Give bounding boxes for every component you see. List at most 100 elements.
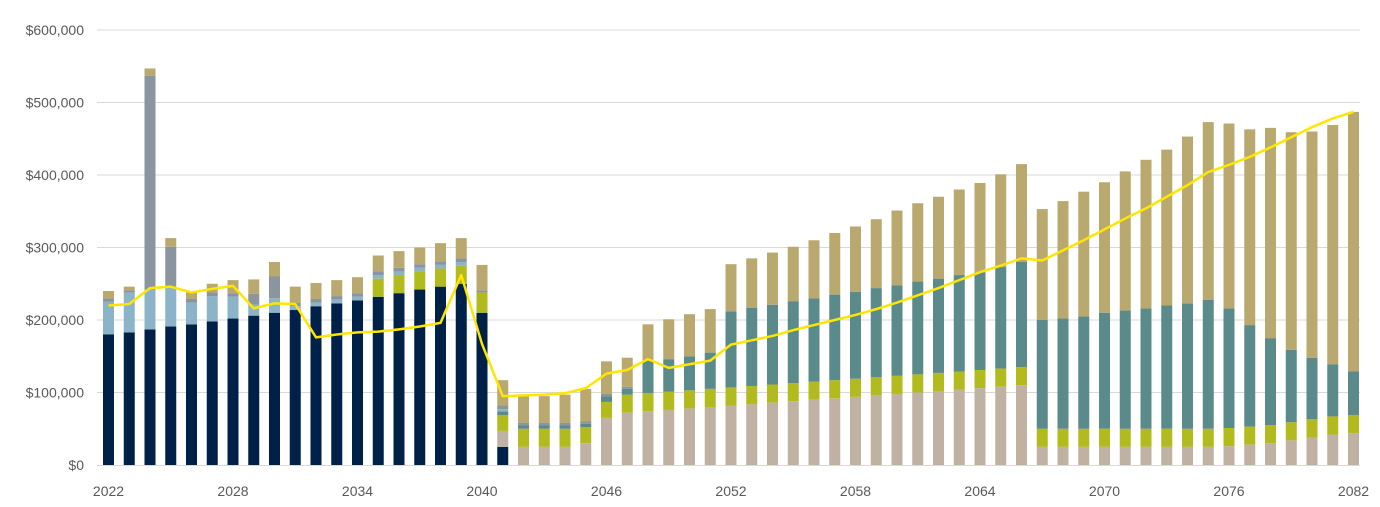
- bar-segment: [1202, 428, 1214, 447]
- bar-segment: [1182, 446, 1193, 465]
- bar-segment: [144, 289, 156, 330]
- bar-segment: [1057, 428, 1069, 447]
- bar-segment: [621, 394, 633, 413]
- bar-segment: [601, 417, 612, 465]
- bar-segment: [414, 264, 426, 268]
- bar-segment: [746, 404, 758, 465]
- bar-segment: [870, 219, 882, 289]
- bar-segment: [1327, 434, 1339, 465]
- bar-segment: [1348, 111, 1359, 372]
- bar-segment: [829, 233, 841, 295]
- bar-segment: [331, 299, 343, 304]
- bar-segment: [393, 251, 405, 268]
- bar-segment: [642, 324, 654, 361]
- bar-segment: [746, 258, 758, 308]
- bar-segment: [1265, 425, 1276, 444]
- bar-segment: [1161, 446, 1173, 465]
- bar-segment: [974, 182, 986, 273]
- bar-segment: [559, 428, 571, 447]
- bar-segment: [746, 307, 758, 386]
- bar-segment: [559, 446, 571, 465]
- bar-segment: [684, 356, 695, 391]
- bar-segment: [1119, 446, 1131, 465]
- bar-segment: [414, 271, 426, 290]
- bar-segment: [186, 302, 197, 325]
- bar-segment: [933, 372, 944, 392]
- bar-segment: [372, 296, 384, 465]
- y-tick-label: $400,000: [26, 167, 85, 183]
- bar-segment: [414, 289, 426, 465]
- x-tick-label: 2064: [964, 483, 995, 499]
- bar-segment: [144, 329, 156, 465]
- bar-segment: [538, 396, 550, 423]
- bar-segment: [580, 427, 592, 444]
- x-tick-label: 2028: [217, 483, 248, 499]
- bar-segment: [497, 409, 509, 412]
- bar-segment: [642, 360, 654, 394]
- bar-segment: [476, 292, 488, 313]
- bar-segment: [518, 428, 529, 447]
- bar-segment: [227, 296, 239, 319]
- x-tick-label: 2076: [1213, 483, 1244, 499]
- bar-segment: [953, 389, 965, 465]
- bar-segment: [580, 423, 592, 428]
- bar-segment: [1119, 428, 1131, 447]
- bar-segment: [538, 428, 550, 447]
- bar-segment: [933, 278, 944, 373]
- bar-segment: [1016, 262, 1027, 368]
- bar-segment: [103, 301, 114, 335]
- bar-segment: [186, 324, 197, 465]
- bar-segment: [289, 286, 301, 303]
- x-tick-label: 2046: [591, 483, 622, 499]
- bar-segment: [1036, 320, 1048, 429]
- bar-segment: [995, 267, 1007, 369]
- bar-segment: [704, 309, 716, 353]
- bar-segment: [1140, 308, 1152, 429]
- bar-segment: [850, 378, 861, 397]
- bar-segment: [1099, 446, 1110, 465]
- bar-segment: [1099, 312, 1110, 429]
- y-tick-label: $500,000: [26, 95, 85, 111]
- bar-segment: [767, 252, 778, 305]
- bar-segment: [1057, 446, 1069, 465]
- bar-segment: [580, 388, 592, 422]
- bar-segment: [891, 393, 903, 465]
- bar-segment: [538, 425, 550, 429]
- bar-segment: [974, 388, 986, 465]
- bar-segment: [829, 294, 841, 381]
- bar-segment: [1057, 318, 1069, 429]
- bar-segment: [269, 262, 280, 277]
- bar-segment: [518, 396, 529, 423]
- bar-segment: [144, 75, 156, 290]
- bar-segment: [1182, 136, 1193, 304]
- bar-segment: [1161, 428, 1173, 447]
- bar-segment: [1223, 446, 1235, 465]
- bar-segment: [206, 296, 218, 322]
- bar-segment: [995, 174, 1007, 268]
- bar-segment: [1036, 428, 1048, 447]
- bar-segment: [870, 395, 882, 465]
- bar-segment: [538, 422, 550, 426]
- bar-segment: [601, 401, 612, 418]
- bar-segment: [248, 315, 260, 465]
- bar-segment: [787, 401, 799, 465]
- bar-segment: [1223, 123, 1235, 309]
- bar-segment: [372, 275, 384, 279]
- bar-segment: [435, 286, 446, 465]
- y-tick-label: $300,000: [26, 240, 85, 256]
- bar-segment: [518, 446, 529, 465]
- bar-segment: [829, 398, 841, 465]
- bar-segment: [352, 277, 363, 294]
- bar-segment: [580, 421, 592, 424]
- bar-segment: [248, 279, 260, 294]
- bar-segment: [186, 298, 197, 303]
- bar-segment: [455, 283, 467, 465]
- x-axis-tick-labels: 2022 2028 2034 2040 2046 2052 2058 2064 2070 2076…: [93, 483, 1369, 499]
- bar-segment: [912, 374, 924, 393]
- bar-segment: [559, 394, 571, 423]
- bar-segment: [829, 380, 841, 399]
- bar-segment: [352, 293, 363, 297]
- bar-segment: [538, 446, 550, 465]
- bar-segment: [1348, 371, 1359, 415]
